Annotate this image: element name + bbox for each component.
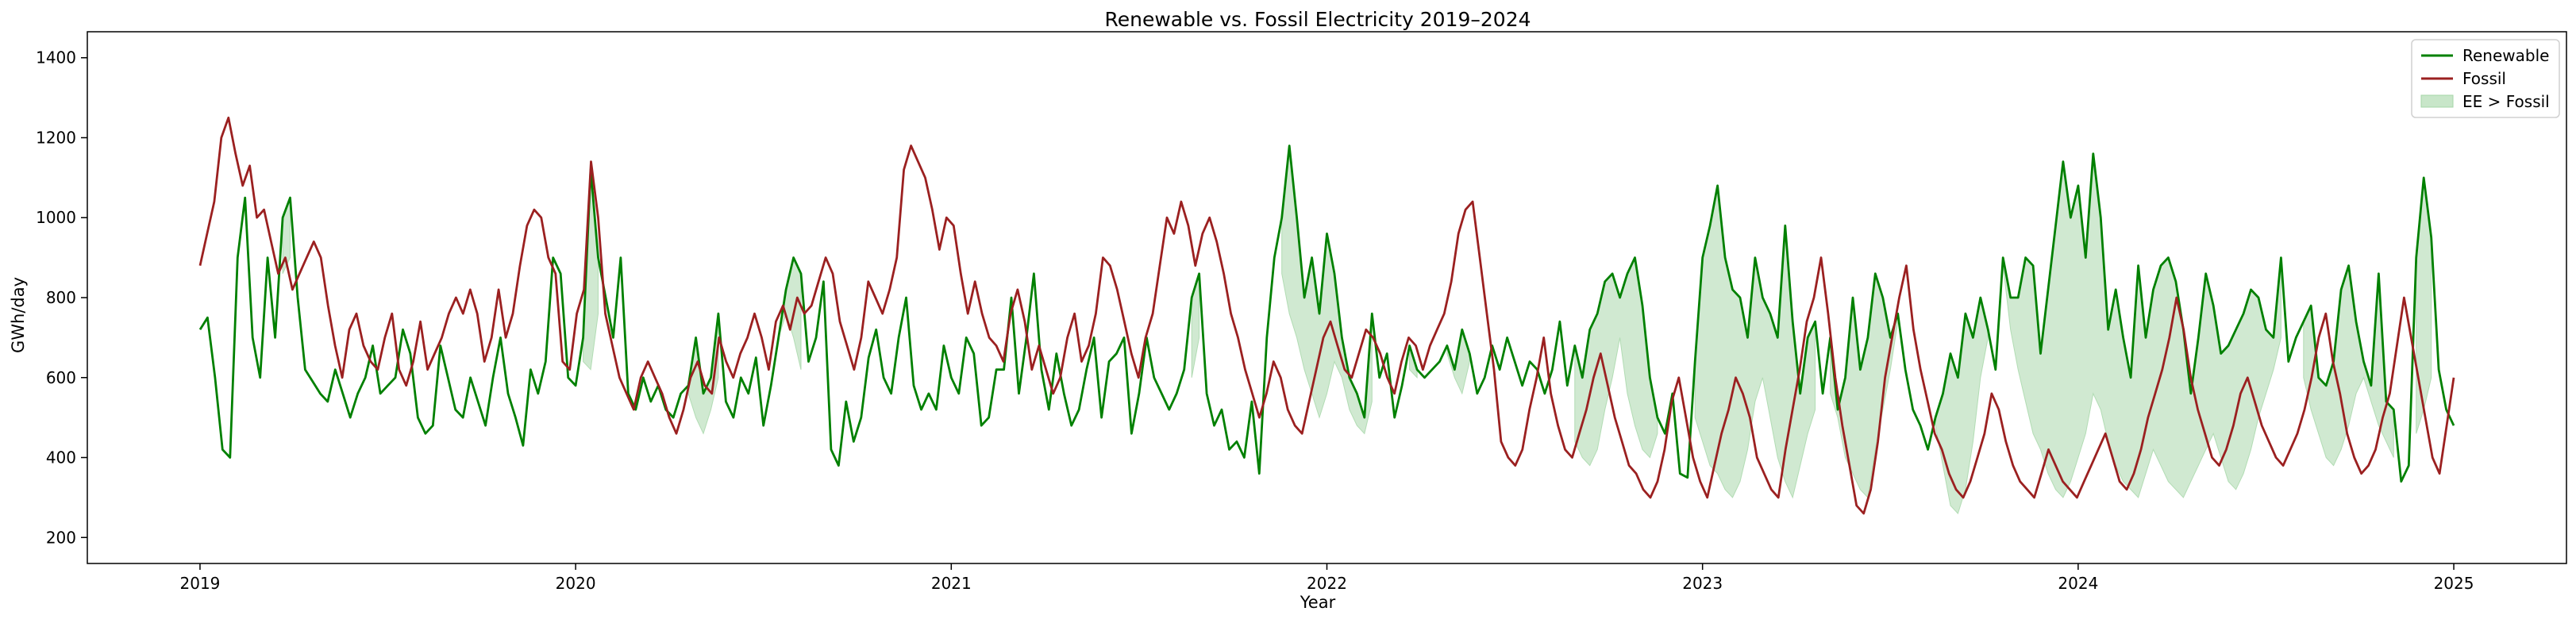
x-tick-label: 2024 [2058,574,2098,593]
legend-entry-renewable-label: Renewable [2462,46,2549,65]
y-tick-label: 200 [46,528,76,547]
fill-segment [1830,273,1899,498]
series-line-fossil [198,116,2455,515]
series-lines [198,116,2455,515]
x-axis-label: Year [1300,593,1336,612]
fill-segment [1281,145,1373,435]
legend-entry-ee-fossil-label: EE > Fossil [2462,92,2550,111]
y-axis-ticks: 200 400 600 800 1000 1200 1400 [36,48,87,547]
y-tick-label: 1400 [36,48,76,67]
x-tick-label: 2025 [2434,574,2474,593]
y-axis-label: GWh/day [9,277,28,353]
y-tick-label: 1000 [36,208,76,227]
legend-entry-fossil-label: Fossil [2462,69,2506,88]
x-axis-ticks: 2019 2020 2021 2022 2023 2024 2025 [180,563,2474,593]
x-tick-label: 2019 [180,574,221,593]
legend-entry-ee-fossil-swatch [2420,94,2454,108]
x-tick-label: 2022 [1307,574,1347,593]
x-tick-label: 2021 [931,574,972,593]
y-tick-label: 400 [46,448,76,467]
series-line-renewable [198,144,2455,483]
y-tick-label: 800 [46,288,76,307]
y-tick-label: 600 [46,368,76,387]
fill-segment [1935,297,1989,514]
x-tick-label: 2020 [556,574,596,593]
chart-title: Renewable vs. Fossil Electricity 2019–20… [1104,8,1531,31]
legend: Renewable Fossil EE > Fossil [2411,39,2560,118]
x-tick-label: 2023 [1682,574,1723,593]
y-tick-label: 1200 [36,128,76,147]
